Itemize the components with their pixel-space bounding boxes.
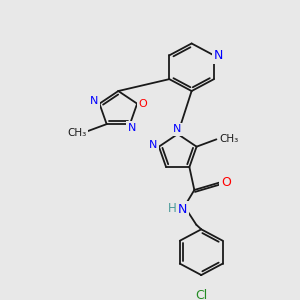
Text: CH₃: CH₃ <box>220 134 239 144</box>
Text: N: N <box>214 49 224 62</box>
Text: N: N <box>172 124 181 134</box>
Text: N: N <box>178 203 187 216</box>
Text: O: O <box>221 176 231 189</box>
Text: CH₃: CH₃ <box>67 128 87 138</box>
Text: N: N <box>90 96 99 106</box>
Text: Cl: Cl <box>195 289 207 300</box>
Text: O: O <box>139 99 148 109</box>
Text: N: N <box>149 140 157 150</box>
Text: N: N <box>128 123 136 133</box>
Text: H: H <box>168 202 177 215</box>
